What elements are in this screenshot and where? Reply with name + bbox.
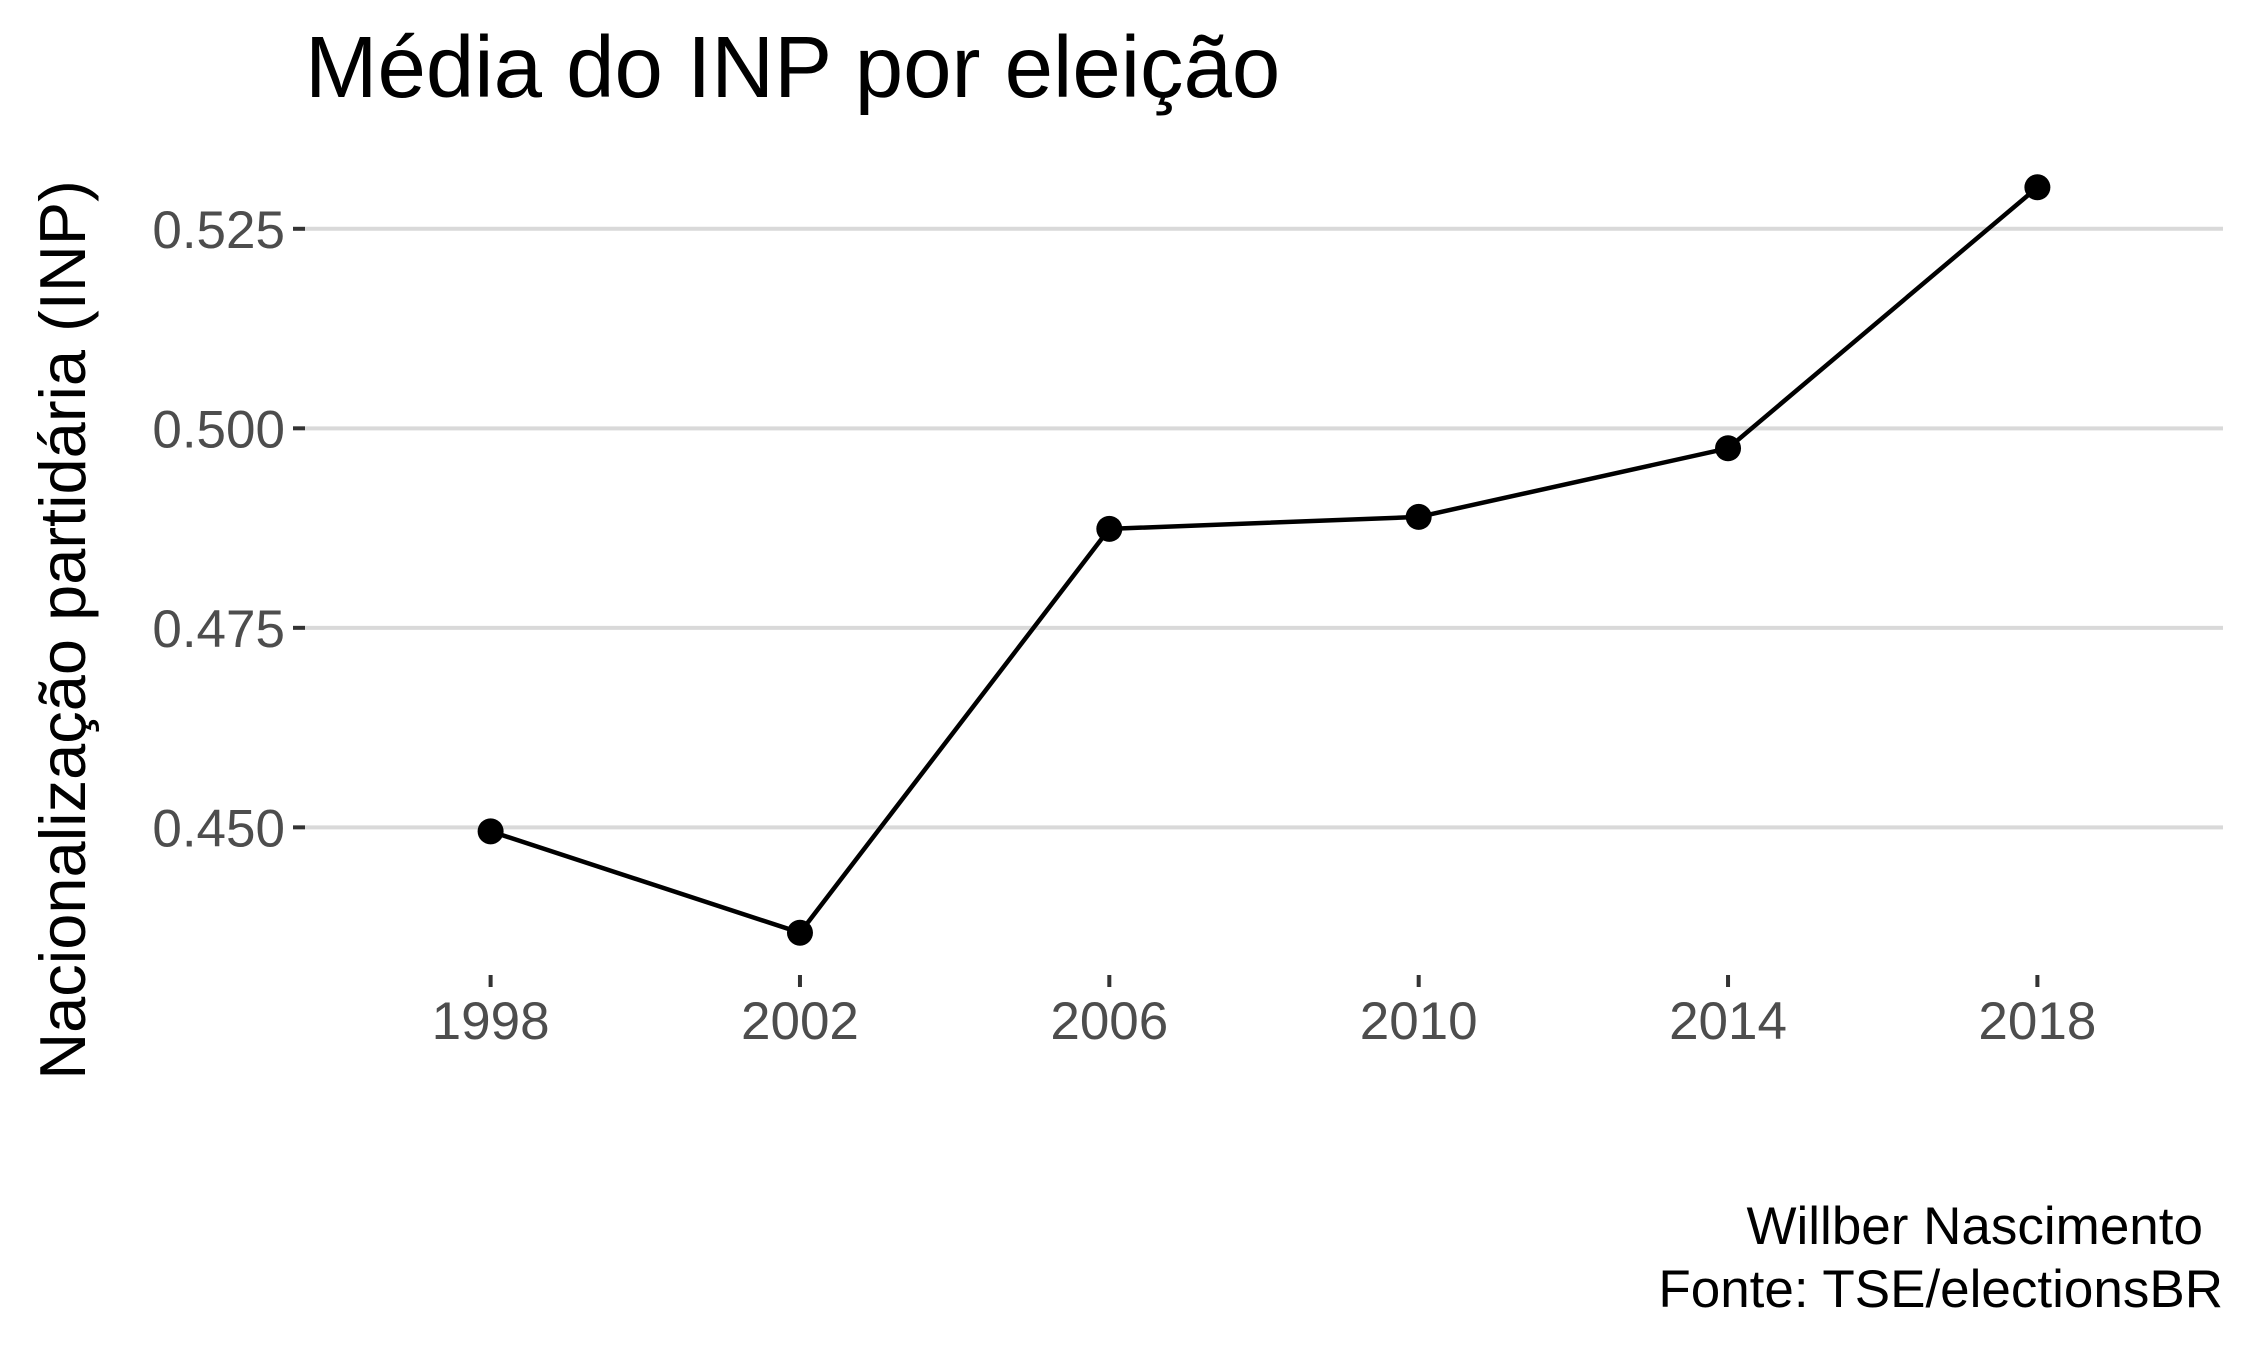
y-tick-label: 0.450 [152,799,285,858]
data-point [2024,174,2051,201]
y-axis-label: Nacionalização partidária (INP) [26,180,99,1080]
series-line [489,185,2039,935]
caption-author: Willber Nascimento [1746,1197,2203,1256]
y-tick-label: 0.475 [152,600,285,659]
series [477,174,2051,946]
grid-lines [305,226,2223,830]
caption-source: Fonte: TSE/electionsBR [1658,1260,2223,1319]
y-tick-label: 0.525 [152,201,285,260]
data-point [786,919,813,946]
chart-title: Média do INP por eleição [305,19,1280,116]
x-tick-label: 2010 [1360,992,1478,1051]
x-tick-label: 2014 [1669,992,1787,1051]
x-tick-label: 2006 [1050,992,1168,1051]
data-point [1715,435,1742,462]
data-point [1405,503,1432,530]
data-point [477,818,504,845]
x-tick-label: 2002 [741,992,859,1051]
x-tick-label: 1998 [432,992,550,1051]
y-tick-label: 0.500 [152,400,285,459]
data-point [1096,515,1123,542]
y-axis: 0.450 0.475 0.500 0.525 [152,201,305,858]
x-tick-label: 2018 [1978,992,2096,1051]
x-axis: 1998 2002 2006 2010 2014 2018 [432,975,2096,1051]
